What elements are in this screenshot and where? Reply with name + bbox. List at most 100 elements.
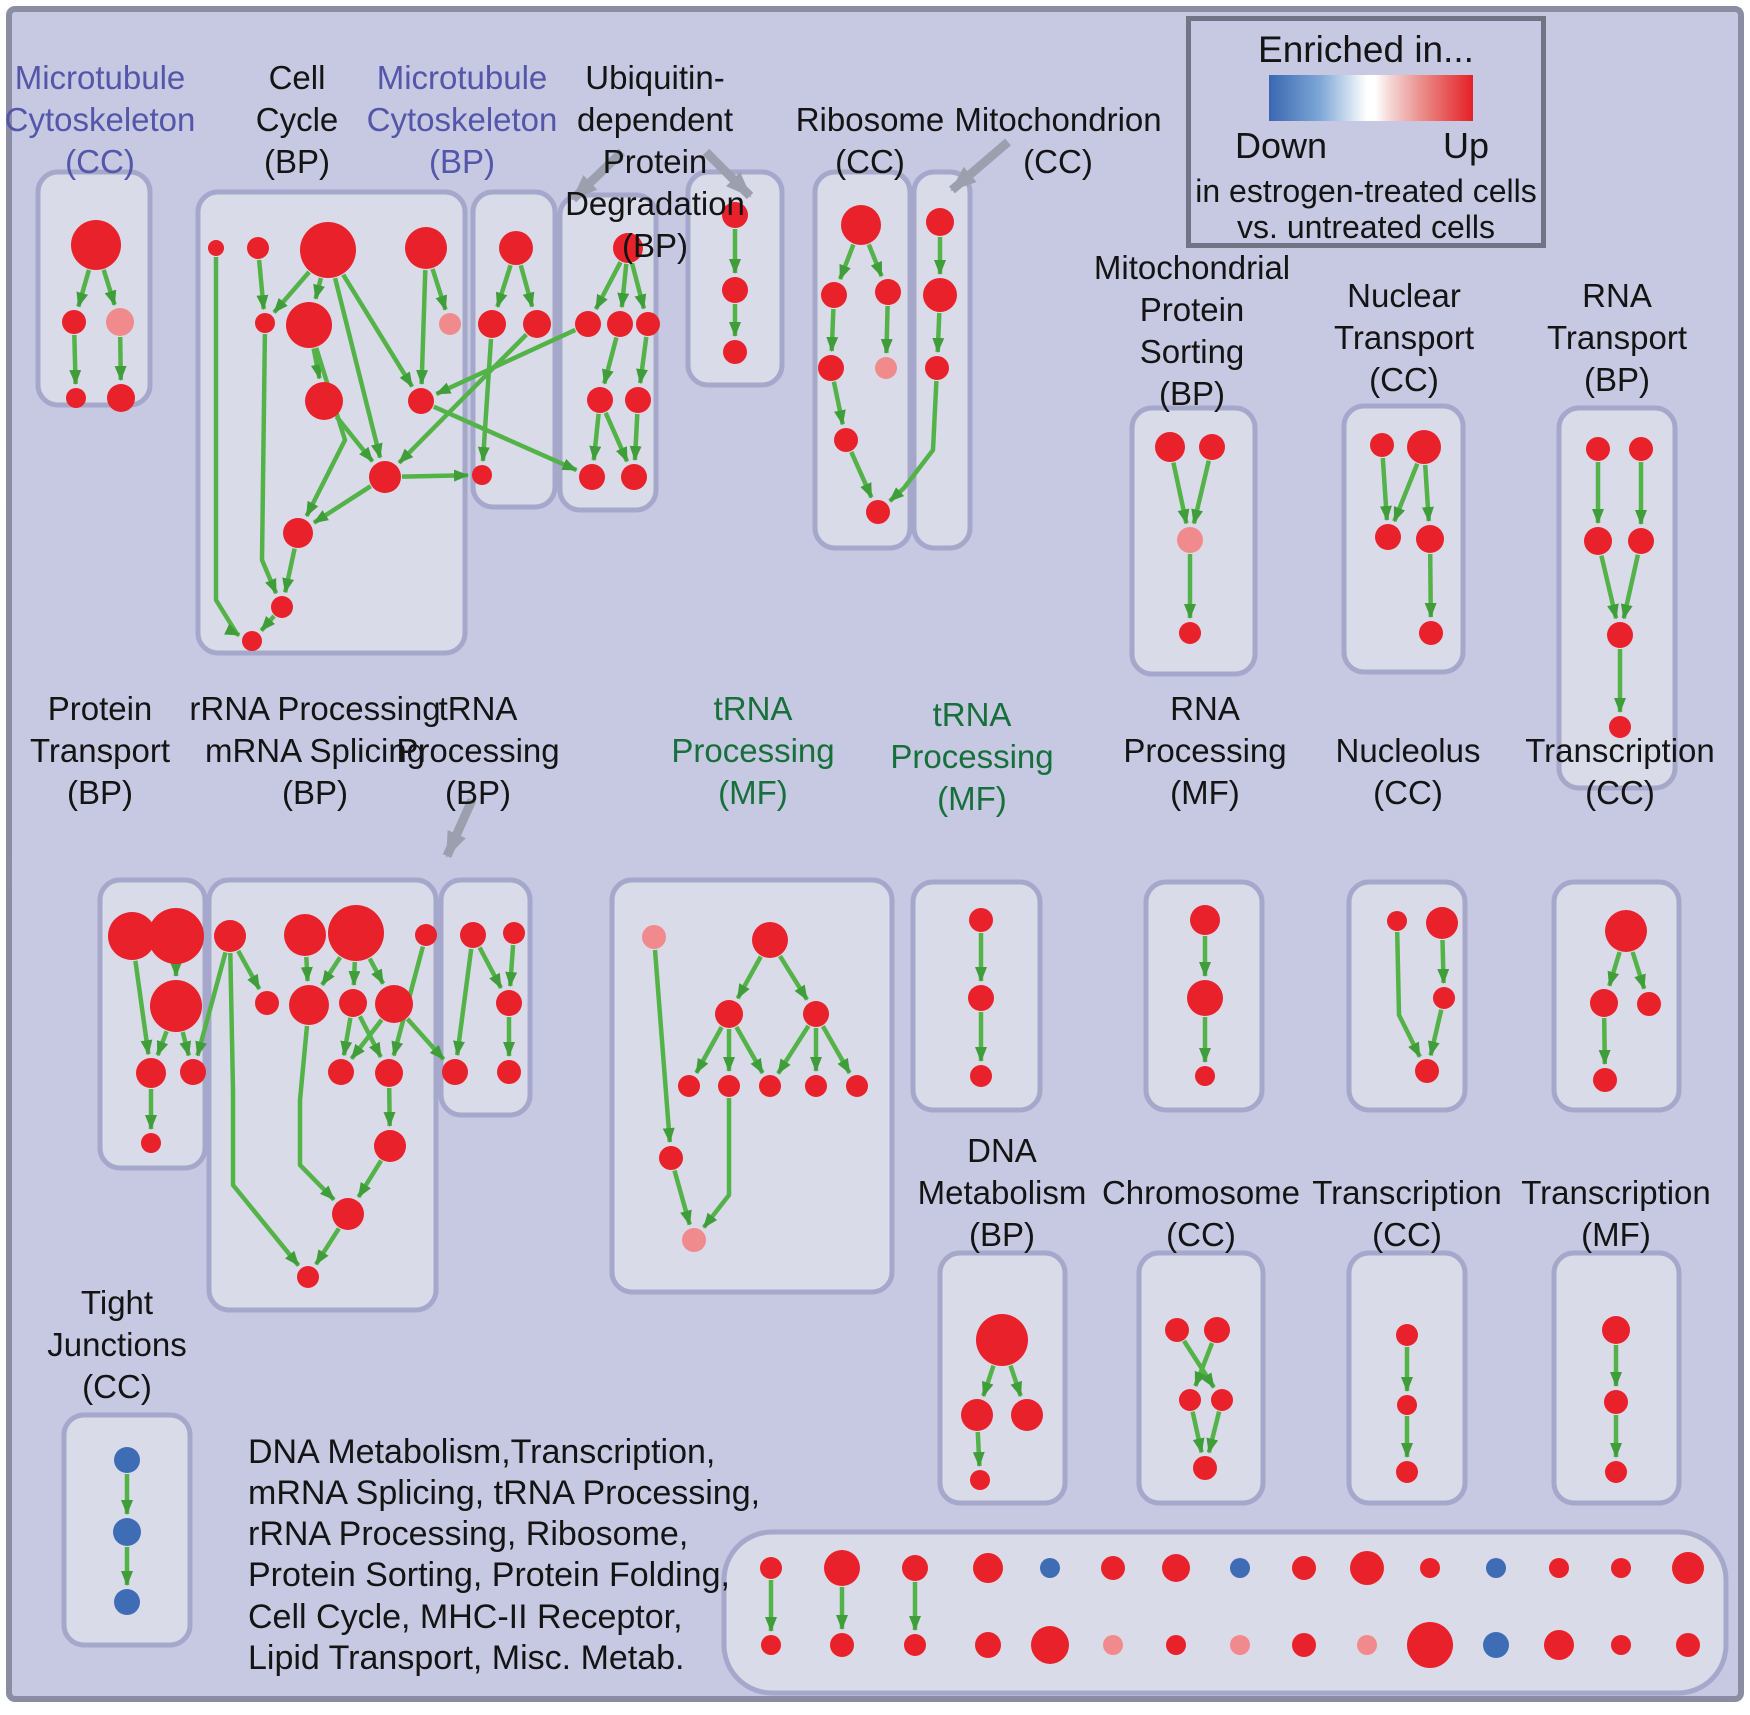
node-sb-15 (1676, 1633, 1700, 1657)
node-st-3 (902, 1555, 928, 1581)
node-st-4 (973, 1553, 1003, 1583)
node-mtbp-mr (523, 310, 551, 338)
node-ub2-3 (723, 340, 747, 364)
node-cc-n5 (255, 313, 275, 333)
node-tj-3 (114, 1589, 140, 1615)
node-tbp-2 (503, 922, 525, 944)
node-rpm-3 (1195, 1066, 1215, 1086)
node-pt-e (141, 1133, 161, 1153)
edge-ub1-t-ub1-m2 (617, 263, 630, 309)
node-sb-6 (1103, 1635, 1123, 1655)
node-rnat-6 (1609, 716, 1631, 738)
edge-pt-b-pt-c (155, 1030, 169, 1057)
edge-rr-y4-tbp-4 (405, 1017, 446, 1061)
edge-mtbp-t-mtbp-ml (495, 264, 513, 308)
cluster-box-ubiquitin-1 (557, 192, 659, 513)
edge-tcc-1-tcc-2 (1607, 951, 1622, 987)
node-ub2-2 (722, 277, 748, 303)
legend-subtitle-1: in estrogen-treated cells (1195, 173, 1537, 209)
node-pt-a1 (108, 912, 156, 960)
node-sb-8 (1230, 1635, 1250, 1655)
node-ub1-b1 (579, 464, 605, 490)
edge-tmf-s-tmf-f5 (820, 1025, 852, 1075)
edge-rib-3-rib-5 (880, 305, 893, 354)
node-rib-3 (875, 279, 901, 305)
node-cc-n13 (271, 596, 293, 618)
node-ub1-m2 (607, 311, 633, 337)
node-tbp-4 (442, 1059, 468, 1085)
node-rr-y1 (255, 991, 279, 1015)
node-cc-n14 (242, 631, 262, 651)
node-cc-n2 (247, 237, 269, 259)
edge-cc-n1-cc-n14 (213, 257, 241, 638)
edge-cc-n8-cc-n10 (334, 415, 375, 463)
node-mps-2 (1199, 434, 1225, 460)
node-mtbp-t (499, 231, 533, 265)
node-sb-5 (1031, 1626, 1069, 1664)
node-sb-2 (830, 1633, 854, 1657)
edge-rnat-4-rnat-5 (1620, 554, 1641, 620)
edge-mtbp-ml-mtbp-b (477, 338, 494, 462)
edge-ub1-t-ub1-m1 (593, 261, 623, 311)
node-tc2-3 (1396, 1461, 1418, 1483)
edge-pt-b-pt-d (179, 1031, 192, 1057)
node-rr-x2 (284, 914, 326, 956)
node-cc-n12 (283, 518, 313, 548)
node-mtbp-b (472, 465, 492, 485)
node-chr-1 (1165, 1318, 1189, 1342)
edge-rib-6-rib-7 (849, 450, 874, 499)
node-dnm-2 (961, 1399, 993, 1431)
node-nuc-3 (1433, 987, 1455, 1009)
legend-gradient-bar (1269, 75, 1473, 121)
node-mtbp-ml (478, 310, 506, 338)
edge-cc-n10-cc-n12 (312, 484, 372, 525)
cluster-box-ribosome (812, 169, 913, 551)
edge-ub1-m1-cc-n9 (435, 327, 577, 396)
legend-title: Enriched in... (1258, 29, 1474, 70)
edge-nt-4-nt-5 (1424, 553, 1437, 618)
node-tmf2-3 (1605, 1461, 1627, 1483)
node-tmf-r (715, 1000, 743, 1028)
edge-cc-n3-cc-n5 (272, 270, 311, 314)
node-rr-x3 (328, 905, 384, 961)
node-mtcc-e (107, 384, 135, 412)
node-chr-3 (1179, 1389, 1201, 1411)
edge-tmf-l-tmf-b (672, 1169, 692, 1226)
node-rpm-2 (1187, 980, 1223, 1016)
edge-cc-n3-cc-n9 (341, 273, 415, 388)
edge-chr-3-chr-5 (1190, 1411, 1205, 1454)
node-sb-1 (761, 1635, 781, 1655)
node-nt-5 (1419, 621, 1443, 645)
node-tmf-l (659, 1146, 683, 1170)
node-st-10 (1350, 1551, 1384, 1585)
cluster-box-nuclear-transport (1341, 403, 1466, 675)
node-tbp-5 (497, 1060, 521, 1084)
legend-down-label: Down (1235, 125, 1328, 166)
node-nt-2 (1407, 430, 1441, 464)
edge-tbp-1-tbp-4 (453, 948, 474, 1057)
node-dnm-1 (976, 1314, 1028, 1366)
node-tcc-2 (1590, 989, 1618, 1017)
node-rr-z1 (328, 1059, 354, 1085)
edge-ub1-t-ub1-m3 (629, 262, 647, 310)
edge-tcc-1-tcc-3 (1630, 951, 1647, 990)
cluster-box-rrna-mrna (206, 877, 439, 1313)
edge-mtbp-mr-cc-n10 (397, 333, 528, 465)
edge-nuc-1-nuc-4 (1394, 931, 1422, 1058)
edge-nt-2-nt-4 (1421, 464, 1434, 522)
node-cc-n7 (439, 313, 461, 335)
edge-mtcc-b-mtcc-d (69, 334, 82, 385)
edge-ub1-m3-ub1-l2 (636, 336, 649, 385)
edge-mtcc-c-mtcc-e (114, 336, 127, 381)
node-rib-7 (866, 500, 890, 524)
edge-rr-y3-rr-z2 (357, 1015, 383, 1059)
node-tj-1 (114, 1447, 140, 1473)
node-rr-v (332, 1198, 364, 1230)
edge-tmf-r-tmf-f3 (734, 1025, 765, 1075)
edge-dnm-1-dnm-3 (1008, 1364, 1023, 1397)
node-nt-3 (1375, 524, 1401, 550)
edge-rr-x2-rr-y2 (300, 956, 313, 982)
edge-rr-x1-pt-d (195, 951, 228, 1057)
node-nuc-4 (1415, 1059, 1439, 1083)
